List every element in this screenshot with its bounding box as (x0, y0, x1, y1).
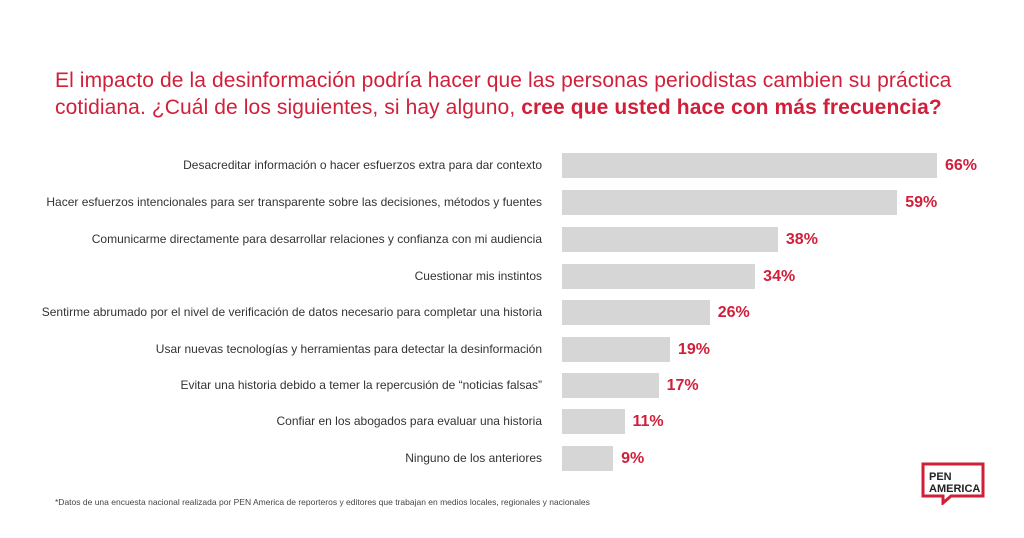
bar-value-label: 26% (717, 304, 750, 321)
chart-title-normal: El impacto de la desinformación podría h… (55, 69, 952, 119)
bar-value-label: 34% (763, 268, 796, 285)
bar-value-label: 11% (632, 413, 664, 430)
bar (562, 190, 898, 215)
bar-label: Desacreditar información o hacer esfuerz… (183, 158, 542, 172)
bar-label: Evitar una historia debido a temer la re… (180, 378, 542, 392)
bar-label: Hacer esfuerzos intencionales para ser t… (46, 195, 542, 209)
bar (562, 153, 937, 178)
chart-title-bold: cree que usted hace con más frecuencia? (521, 96, 942, 119)
bar-label: Ninguno de los anteriores (405, 451, 542, 465)
bar (562, 446, 614, 471)
bar-label: Sentirme abrumado por el nivel de verifi… (41, 305, 542, 319)
bar (562, 337, 670, 362)
bar-value-label: 19% (677, 341, 710, 358)
logo-line-1: PEN (929, 471, 952, 483)
bar (562, 300, 710, 325)
bar (562, 227, 778, 252)
footnote: *Datos de una encuesta nacional realizad… (55, 497, 590, 507)
bar-label: Confiar en los abogados para evaluar una… (276, 414, 542, 428)
bar-label: Cuestionar mis instintos (414, 269, 542, 283)
pen-america-logo: PEN AMERICA (921, 462, 985, 505)
bar (562, 409, 625, 434)
bar-label: Usar nuevas tecnologías y herramientas p… (155, 342, 542, 356)
bar-value-label: 59% (905, 194, 938, 211)
bar-value-label: 17% (666, 377, 699, 394)
bar-value-label: 9% (621, 450, 645, 467)
bar (562, 373, 659, 398)
logo-line-2: AMERICA (929, 483, 980, 495)
bar-value-label: 66% (945, 157, 978, 174)
bar (562, 264, 756, 289)
chart-title: El impacto de la desinformación podría h… (55, 67, 975, 121)
bar-value-label: 38% (785, 231, 818, 248)
bar-label: Comunicarme directamente para desarrolla… (91, 232, 542, 246)
